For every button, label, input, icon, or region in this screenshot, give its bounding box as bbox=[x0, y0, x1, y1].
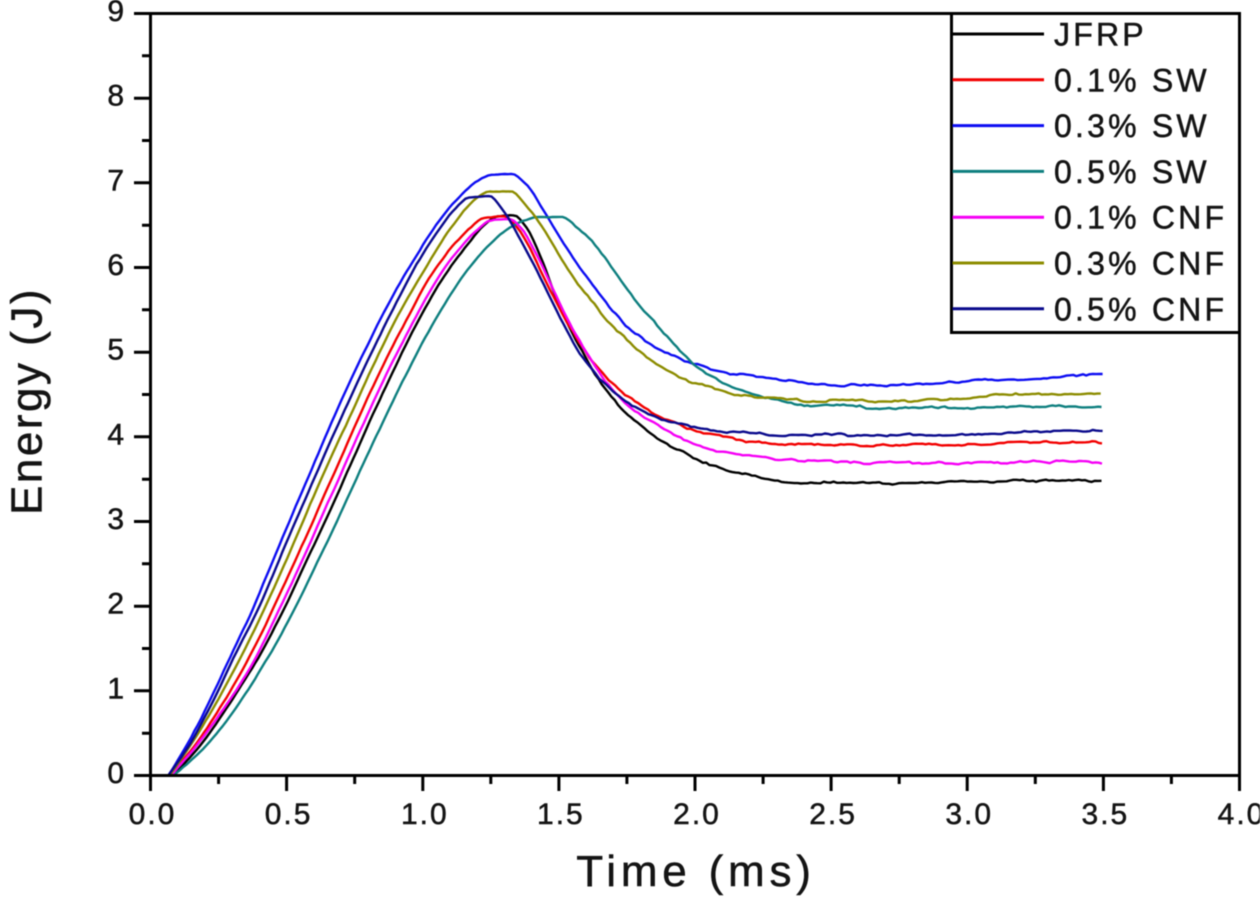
svg-text:4.0: 4.0 bbox=[1218, 798, 1260, 831]
svg-text:0.1% SW: 0.1% SW bbox=[1054, 62, 1210, 98]
svg-text:2: 2 bbox=[107, 588, 124, 621]
svg-text:0.3% SW: 0.3% SW bbox=[1054, 108, 1210, 144]
svg-text:1.0: 1.0 bbox=[401, 798, 449, 831]
svg-text:3.0: 3.0 bbox=[945, 798, 993, 831]
svg-text:0: 0 bbox=[107, 757, 124, 790]
svg-text:1: 1 bbox=[107, 672, 124, 705]
svg-text:0.3% CNF: 0.3% CNF bbox=[1054, 246, 1227, 282]
svg-text:0.0: 0.0 bbox=[129, 798, 177, 831]
svg-text:Time (ms): Time (ms) bbox=[576, 847, 816, 896]
svg-text:3: 3 bbox=[107, 503, 124, 536]
svg-text:JFRP: JFRP bbox=[1054, 17, 1147, 53]
svg-text:0.5: 0.5 bbox=[265, 798, 313, 831]
svg-text:7: 7 bbox=[107, 164, 124, 197]
svg-text:Energy (J): Energy (J) bbox=[3, 287, 52, 515]
svg-text:0.1% CNF: 0.1% CNF bbox=[1054, 200, 1227, 236]
svg-text:3.5: 3.5 bbox=[1082, 798, 1130, 831]
svg-text:8: 8 bbox=[107, 80, 124, 113]
svg-text:2.0: 2.0 bbox=[673, 798, 721, 831]
svg-text:9: 9 bbox=[107, 0, 124, 28]
svg-text:2.5: 2.5 bbox=[809, 798, 857, 831]
svg-text:4: 4 bbox=[107, 418, 124, 451]
svg-text:5: 5 bbox=[107, 334, 124, 367]
svg-text:6: 6 bbox=[107, 249, 124, 282]
svg-text:0.5% CNF: 0.5% CNF bbox=[1054, 291, 1227, 327]
svg-text:0.5% SW: 0.5% SW bbox=[1054, 154, 1210, 190]
svg-text:1.5: 1.5 bbox=[537, 798, 585, 831]
